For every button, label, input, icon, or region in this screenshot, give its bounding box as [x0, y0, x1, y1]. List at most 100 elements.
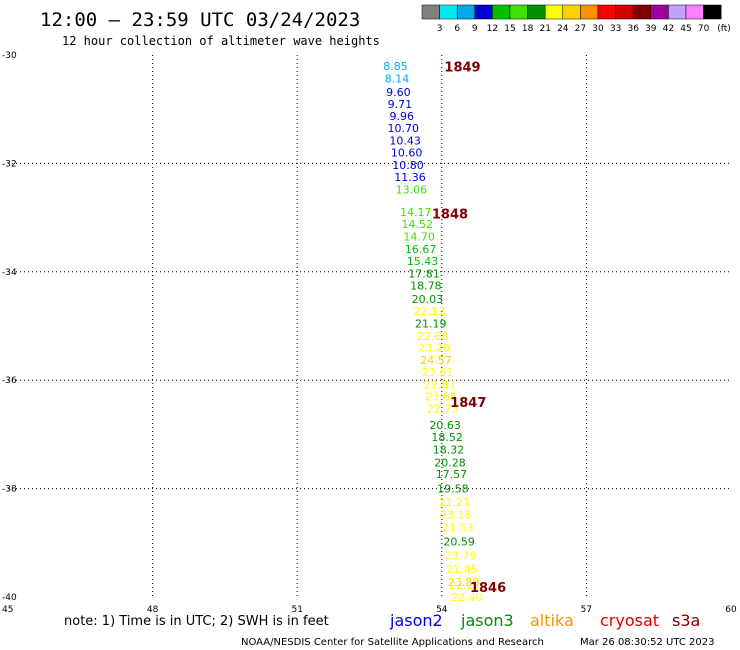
color-legend-label: 3: [437, 24, 443, 34]
color-legend-label: 24: [557, 24, 569, 34]
color-legend-label: 27: [575, 24, 586, 34]
y-tick-label: -32: [2, 159, 17, 169]
wave-height-label: 14.52: [401, 218, 433, 231]
color-legend-label: 6: [454, 24, 460, 34]
wave-height-label: 9.96: [390, 110, 415, 123]
wave-height-label: 23.20: [418, 342, 450, 355]
satellite-legend-cryosat: cryosat: [600, 611, 659, 630]
color-swatch: [439, 4, 458, 20]
pass-number-label: 1846: [470, 581, 506, 596]
color-swatch: [580, 4, 599, 20]
y-tick-label: -36: [2, 376, 17, 386]
pass-annotations: 1849 1848 1847 1846: [432, 60, 506, 596]
color-swatch: [474, 4, 493, 20]
color-swatch: [492, 4, 511, 20]
x-tick-label: 54: [436, 605, 448, 615]
color-legend-label: 9: [472, 24, 478, 34]
footer-timestamp: Mar 26 08:30:52 UTC 2023: [580, 637, 715, 648]
color-swatch: [615, 4, 634, 20]
satellite-legend-s3a: s3a: [672, 611, 700, 630]
satellite-legend-altika: altika: [530, 611, 574, 630]
color-legend-unit: (ft): [717, 24, 731, 34]
wave-height-label: 9.60: [386, 86, 411, 99]
pass-number-label: 1847: [450, 396, 486, 411]
x-tick-label: 60: [725, 605, 737, 615]
footer-credit: NOAA/NESDIS Center for Satellite Applica…: [241, 637, 544, 648]
color-swatch: [668, 4, 687, 20]
color-legend-label: 39: [645, 24, 657, 34]
x-tick-label: 45: [2, 605, 13, 615]
wave-height-label: 11.36: [394, 171, 426, 184]
wave-height-label: 22.83: [424, 379, 456, 392]
wave-height-label: 22.68: [417, 330, 449, 343]
color-legend-label: 15: [504, 24, 515, 34]
wave-height-label: 14.17: [400, 206, 432, 219]
color-legend-label: 70: [698, 24, 710, 34]
color-legend-label: 33: [610, 24, 621, 34]
x-tick-label: 57: [581, 605, 592, 615]
y-axis-ticks: -30 -32 -34 -36 -38 -40: [2, 51, 17, 603]
wave-height-label: 21.19: [415, 317, 447, 330]
wave-height-label: 21.45: [446, 563, 478, 576]
chart-subtitle: 12 hour collection of altimeter wave hei…: [62, 34, 380, 48]
data-points: 8.858.149.609.719.9610.7010.4310.6010.80…: [383, 60, 482, 604]
color-legend-label: 21: [539, 24, 550, 34]
wave-height-label: 16.67: [405, 243, 437, 256]
y-tick-label: -30: [2, 51, 17, 61]
color-legend-label: 18: [522, 24, 534, 34]
pass-number-label: 1848: [432, 207, 468, 222]
wave-height-label: 13.06: [396, 183, 428, 196]
x-tick-label: 51: [291, 605, 302, 615]
wave-height-label: 21.53: [442, 522, 474, 535]
color-swatch: [456, 4, 476, 20]
color-swatch: [632, 4, 652, 20]
pass-number-label: 1849: [444, 60, 480, 75]
color-swatch: [650, 4, 669, 20]
wave-height-label: 18.78: [410, 279, 442, 292]
wave-height-label: 23.18: [440, 509, 472, 522]
wave-height-label: 23.80: [448, 576, 480, 589]
wave-height-label: 17.57: [436, 468, 468, 481]
wave-height-label: 10.80: [392, 159, 424, 172]
x-axis-ticks: 45 48 51 54 57 60: [2, 605, 737, 615]
color-swatch: [562, 4, 581, 20]
wave-height-label: 18.52: [431, 431, 463, 444]
color-swatch: [544, 4, 564, 20]
wave-height-label: 22.27: [449, 579, 481, 592]
wave-height-label: 20.28: [434, 457, 466, 470]
color-legend-label: 12: [487, 24, 498, 34]
wave-height-label: 14.70: [403, 231, 435, 244]
wave-height-label: 24.57: [420, 354, 452, 367]
grid-lines: [8, 55, 731, 597]
wave-height-label: 10.43: [389, 135, 421, 148]
color-swatch: [421, 4, 440, 20]
wave-height-label: 15.43: [407, 255, 439, 268]
color-swatch: [527, 4, 546, 20]
satellite-legend: jason2 jason3 altika cryosat s3a: [389, 611, 700, 630]
wave-height-label: 23.79: [445, 549, 477, 562]
wave-height-label: 9.71: [388, 98, 413, 111]
wave-height-label: 17.81: [408, 267, 440, 280]
wave-height-label: 22.40: [451, 591, 483, 604]
wave-height-label: 20.63: [429, 419, 461, 432]
wave-height-label: 19.58: [437, 483, 469, 496]
satellite-legend-jason3: jason3: [460, 611, 514, 630]
color-swatch: [509, 4, 528, 20]
color-swatch: [703, 4, 722, 20]
wave-height-label: 8.85: [383, 60, 408, 73]
y-tick-label: -40: [2, 593, 17, 603]
satellite-legend-jason2: jason2: [389, 611, 443, 630]
footer-note: note: 1) Time is in UTC; 2) SWH is in fe…: [64, 614, 329, 629]
wave-height-label: 22.73: [427, 402, 459, 415]
wave-height-label: 8.14: [385, 72, 410, 85]
wave-height-label: 23.68: [425, 390, 457, 403]
color-swatch: [685, 4, 704, 20]
y-tick-label: -34: [2, 268, 17, 278]
chart-title: 12:00 – 23:59 UTC 03/24/2023: [40, 9, 360, 31]
color-legend-label: 30: [592, 24, 604, 34]
wave-height-label: 21.21: [439, 496, 471, 509]
wave-height-label: 20.59: [443, 536, 475, 549]
color-legend-label: 45: [680, 24, 691, 34]
color-legend-label: 36: [627, 24, 639, 34]
